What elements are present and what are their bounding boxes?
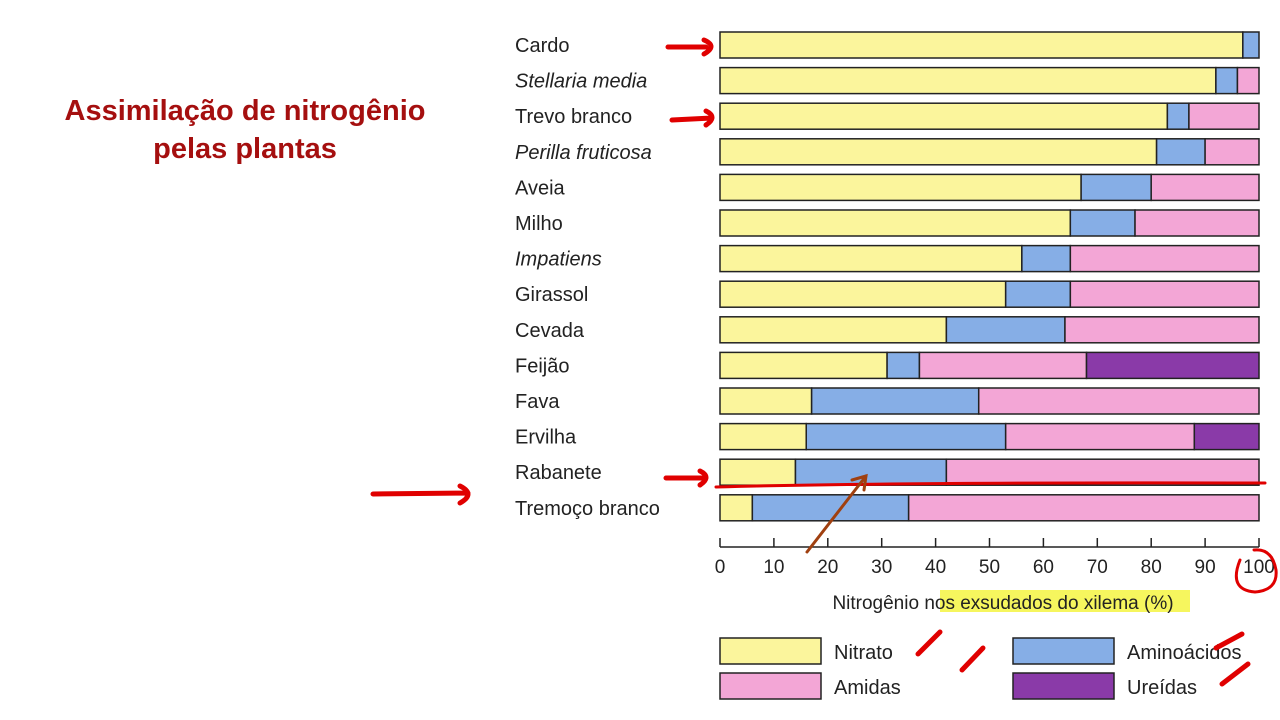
- bar-segment-amidas: [1204, 138, 1260, 166]
- category-label: Fava: [515, 391, 560, 413]
- bar-segment-amidas: [918, 351, 1088, 380]
- arrow-annotation-left: [370, 483, 471, 506]
- category-label: Tremoço branco: [515, 498, 660, 520]
- x-tick-label: 20: [817, 557, 838, 578]
- bar-segment-aminoácidos: [751, 494, 910, 522]
- bar-segment-nitrato: [719, 458, 797, 486]
- bar-segment-aminoácidos: [805, 422, 1007, 451]
- x-tick-label: 80: [1141, 557, 1162, 578]
- x-tick-label: 0: [715, 557, 726, 578]
- arrow-annotation-trevo: [669, 108, 715, 128]
- legend-label: Nitrato: [834, 642, 893, 664]
- legend-label: Amidas: [834, 677, 901, 699]
- x-tick-label: 50: [979, 557, 1000, 578]
- x-tick-label: 30: [871, 557, 892, 578]
- bar-segment-amidas: [1069, 280, 1260, 308]
- bar-segment-nitrato: [719, 173, 1082, 202]
- category-label: Ervilha: [515, 427, 577, 449]
- bar-segment-amidas: [1069, 244, 1260, 273]
- bar-segment-aminoácidos: [1166, 102, 1190, 130]
- underline-annotation: [714, 481, 1267, 489]
- bar-segment-amidas: [977, 387, 1260, 415]
- slide-title: Assimilação de nitrogênio pelas plantas: [30, 92, 460, 168]
- category-label: Trevo branco: [515, 106, 632, 128]
- x-axis-label: Nitrogênio nos exsudados do xilema (%): [832, 593, 1173, 614]
- bar-segment-amidas: [907, 494, 1260, 522]
- category-label: Cevada: [515, 320, 585, 342]
- bar-segment-aminoácidos: [945, 316, 1066, 344]
- bar-segment-aminoácidos: [794, 458, 948, 486]
- arrow-annotation-brown: [805, 473, 868, 554]
- legend-swatch-nitrato: [719, 637, 822, 665]
- hand-annotations: [370, 37, 1278, 687]
- legend-swatch-ureídas: [1012, 672, 1115, 700]
- category-label: Feijão: [515, 355, 569, 377]
- bar-segment-nitrato: [719, 422, 807, 451]
- bar-segment-aminoácidos: [886, 351, 921, 380]
- bar-segment-nitrato: [719, 280, 1007, 308]
- legend-swatch-aminoácidos: [1012, 637, 1115, 665]
- bar-segment-amidas: [1188, 102, 1260, 130]
- bar-segment-ureídas: [1085, 351, 1260, 380]
- category-label: Milho: [515, 213, 563, 235]
- bar-segment-amidas: [1150, 173, 1260, 202]
- category-label: Rabanete: [515, 462, 602, 484]
- bar-segment-aminoácidos: [1242, 31, 1260, 59]
- bar-segment-aminoácidos: [1004, 280, 1072, 308]
- bar-segment-aminoácidos: [1021, 244, 1072, 273]
- category-label: Cardo: [515, 35, 569, 57]
- bar-segment-nitrato: [719, 316, 948, 344]
- bar-segment-nitrato: [719, 244, 1023, 273]
- circle-annotation-100: [1234, 548, 1278, 594]
- x-tick-label: 70: [1087, 557, 1108, 578]
- bar-segment-nitrato: [719, 102, 1169, 130]
- bar-segment-nitrato: [719, 387, 813, 415]
- x-tick-label: 90: [1195, 557, 1216, 578]
- bar-segment-amidas: [945, 458, 1260, 486]
- x-tick-label: 60: [1033, 557, 1054, 578]
- category-label: Girassol: [515, 284, 588, 306]
- bar-segment-amidas: [1236, 66, 1260, 95]
- category-label: Aveia: [515, 177, 566, 199]
- bar-segment-ureídas: [1193, 422, 1260, 451]
- bar-segment-nitrato: [719, 31, 1244, 59]
- legend-swatch-amidas: [719, 672, 822, 700]
- bar-segment-amidas: [1064, 316, 1260, 344]
- bar-segment-aminoácidos: [1080, 173, 1152, 202]
- legend-label: Aminoácidos: [1127, 642, 1242, 664]
- bar-segment-nitrato: [719, 138, 1158, 166]
- check-annotation: [915, 629, 1251, 687]
- bar-segment-nitrato: [719, 209, 1072, 237]
- bar-segment-aminoácidos: [1069, 209, 1136, 237]
- bar-segment-aminoácidos: [1215, 66, 1239, 95]
- bar-segment-nitrato: [719, 494, 754, 522]
- bar-segment-nitrato: [719, 66, 1217, 95]
- category-label: Stellaria media: [515, 71, 647, 93]
- x-tick-label: 40: [925, 557, 946, 578]
- bar-segment-aminoácidos: [1155, 138, 1206, 166]
- category-label: Impatiens: [515, 249, 602, 271]
- arrow-annotation-cardo: [665, 37, 714, 57]
- bar-segment-nitrato: [719, 351, 888, 380]
- x-tick-label: 100: [1243, 557, 1275, 578]
- category-label: Perilla fruticosa: [515, 142, 652, 164]
- bar-segment-amidas: [1134, 209, 1260, 237]
- title-line-1: Assimilação de nitrogênio: [64, 95, 426, 127]
- highlight-annotation: [940, 590, 1190, 612]
- arrow-annotation-rabanete: [663, 468, 709, 488]
- x-tick-label: 10: [763, 557, 784, 578]
- legend-label: Ureídas: [1127, 677, 1197, 699]
- title-line-2: pelas plantas: [153, 133, 337, 165]
- bar-segment-aminoácidos: [810, 387, 980, 415]
- bar-segment-amidas: [1004, 422, 1196, 451]
